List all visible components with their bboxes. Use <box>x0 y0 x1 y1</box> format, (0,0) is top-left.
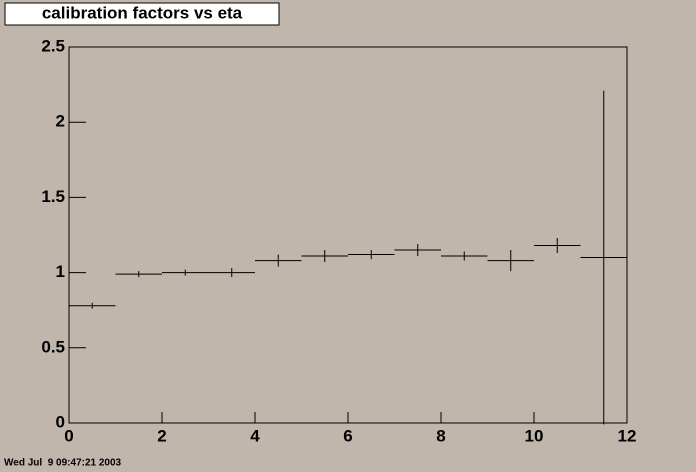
y-tick-label: 0 <box>56 412 65 431</box>
x-tick-label: 2 <box>157 426 166 445</box>
y-tick-label: 2.5 <box>41 36 65 55</box>
timestamp: Wed Jul 9 09:47:21 2003 <box>4 458 122 469</box>
chart-title: calibration factors vs eta <box>42 3 243 22</box>
y-tick-label: 2 <box>56 112 65 131</box>
x-tick-label: 12 <box>618 426 637 445</box>
x-tick-label: 6 <box>343 426 352 445</box>
x-tick-label: 8 <box>436 426 445 445</box>
x-tick-label: 10 <box>525 426 544 445</box>
x-tick-label: 4 <box>250 426 260 445</box>
x-tick-label: 0 <box>64 426 73 445</box>
y-tick-label: 0.5 <box>41 337 65 356</box>
y-tick-label: 1.5 <box>41 187 65 206</box>
y-tick-label: 1 <box>56 262 65 281</box>
title-box <box>4 2 280 26</box>
